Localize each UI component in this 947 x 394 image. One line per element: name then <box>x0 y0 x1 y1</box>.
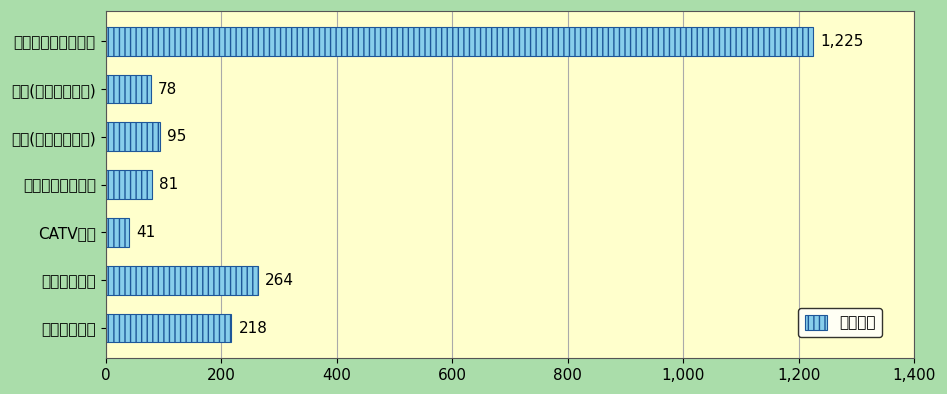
Text: 78: 78 <box>157 82 177 97</box>
Bar <box>105 123 160 151</box>
Text: 1,225: 1,225 <box>820 34 864 49</box>
Legend: 市町村数: 市町村数 <box>798 309 883 336</box>
Bar <box>105 266 259 295</box>
Bar <box>105 314 231 342</box>
Text: 218: 218 <box>239 321 267 336</box>
Text: 81: 81 <box>159 177 179 192</box>
Bar <box>105 170 152 199</box>
Text: 95: 95 <box>168 129 187 144</box>
Bar <box>105 27 813 56</box>
Bar <box>105 75 151 103</box>
Text: 41: 41 <box>136 225 155 240</box>
Text: 264: 264 <box>265 273 294 288</box>
Bar <box>105 218 129 247</box>
